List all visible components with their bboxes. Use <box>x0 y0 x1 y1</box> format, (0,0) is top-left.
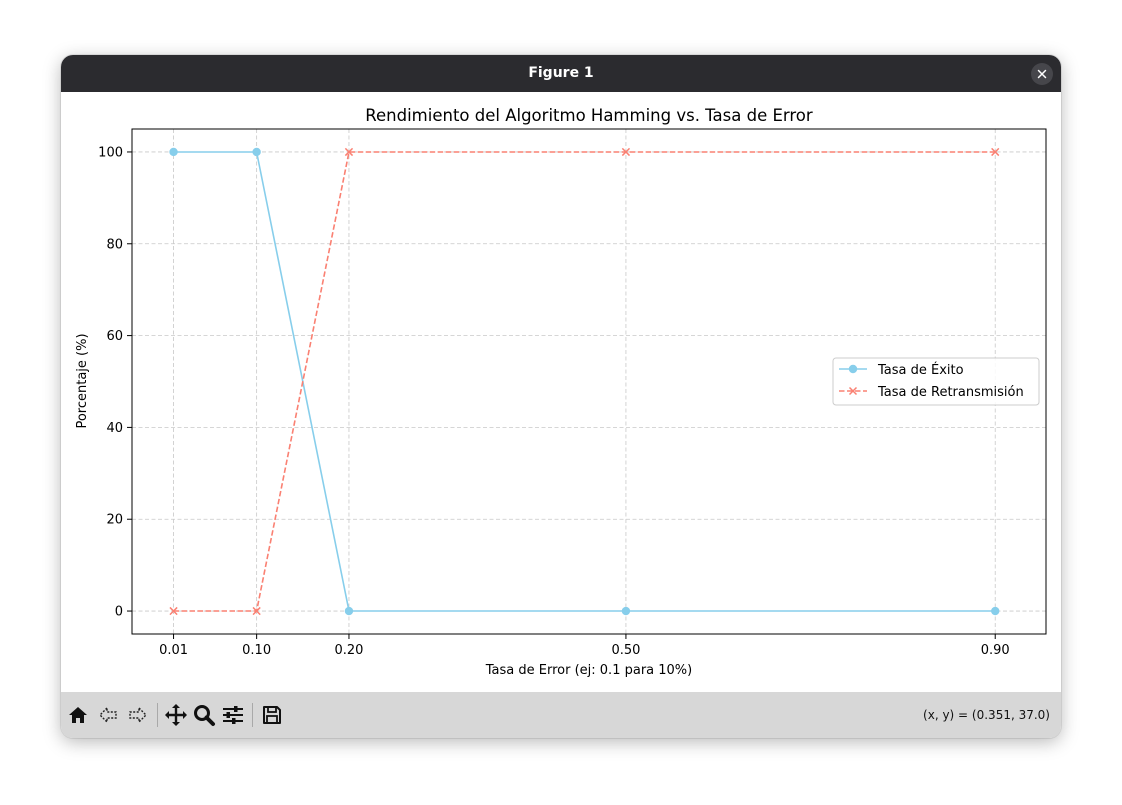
legend-box <box>832 357 1040 406</box>
legend-label-retransmision: Tasa de Retransmisión <box>877 385 1024 400</box>
forward-button[interactable] <box>125 702 151 728</box>
pan-button[interactable] <box>163 702 189 728</box>
back-icon <box>99 706 117 724</box>
legend-label-exito: Tasa de Éxito <box>877 362 964 378</box>
y-tick-label: 60 <box>106 329 123 344</box>
zoom-button[interactable] <box>191 702 217 728</box>
legend-marker-retransmision <box>848 386 858 396</box>
save-button[interactable] <box>259 702 285 728</box>
line-chart: 0.01 0.10 0.20 0.50 0.90 0 20 40 60 80 100 Rendimi… <box>75 106 1047 678</box>
y-tick-label: 20 <box>106 513 123 528</box>
data-point-1 <box>621 147 631 157</box>
cursor-coordinates: (x, y) = (0.351, 37.0) <box>923 708 1050 722</box>
data-point-0 <box>621 606 631 616</box>
zoom-icon <box>194 705 215 726</box>
plot-area <box>131 128 1047 635</box>
legend-marker-exito <box>848 364 858 374</box>
pan-icon <box>165 704 187 726</box>
configure-icon <box>223 706 243 724</box>
figure-window: Figure 1 0.01 0.10 0.20 0.50 0.90 0 20 40 60 80 10… <box>61 55 1061 738</box>
data-point-1 <box>344 147 354 157</box>
forward-icon <box>129 706 147 724</box>
data-point-0 <box>991 606 1000 616</box>
window-title: Figure 1 <box>528 65 594 81</box>
x-axis-label: Tasa de Error (ej: 0.1 para 10%) <box>485 663 692 678</box>
data-point-0 <box>252 147 261 157</box>
data-point-1 <box>991 147 1000 157</box>
home-button[interactable] <box>65 702 91 728</box>
data-point-0 <box>344 606 354 616</box>
figure-canvas[interactable]: 0.01 0.10 0.20 0.50 0.90 0 20 40 60 80 100 Rendimi… <box>61 92 1061 692</box>
y-tick-label: 40 <box>106 421 123 436</box>
x-tick-label: 0.20 <box>334 643 363 658</box>
y-tick-label: 100 <box>98 145 123 160</box>
save-icon <box>263 706 281 724</box>
toolbar-separator <box>157 703 158 727</box>
data-point-0 <box>169 147 178 157</box>
close-icon <box>1037 69 1047 79</box>
home-icon <box>69 707 87 723</box>
data-point-1 <box>252 606 261 616</box>
x-tick-label: 0.01 <box>159 643 188 658</box>
navigation-toolbar: (x, y) = (0.351, 37.0) <box>61 692 1061 738</box>
configure-subplots-button[interactable] <box>220 702 246 728</box>
x-tick-label: 0.10 <box>242 643 271 658</box>
y-axis-label: Porcentaje (%) <box>75 333 90 428</box>
back-button[interactable] <box>95 702 121 728</box>
title-bar: Figure 1 <box>61 55 1061 92</box>
data-point-1 <box>169 606 178 616</box>
y-tick-label: 0 <box>115 605 123 620</box>
x-tick-label: 0.50 <box>611 643 640 658</box>
toolbar-separator <box>252 703 253 727</box>
y-tick-label: 80 <box>106 237 123 252</box>
close-button[interactable] <box>1031 63 1053 85</box>
x-tick-label: 0.90 <box>981 643 1010 658</box>
legend: Tasa de Éxito Tasa de Retransmisión <box>832 357 1040 406</box>
chart-title: Rendimiento del Algoritmo Hamming vs. Ta… <box>365 106 813 125</box>
